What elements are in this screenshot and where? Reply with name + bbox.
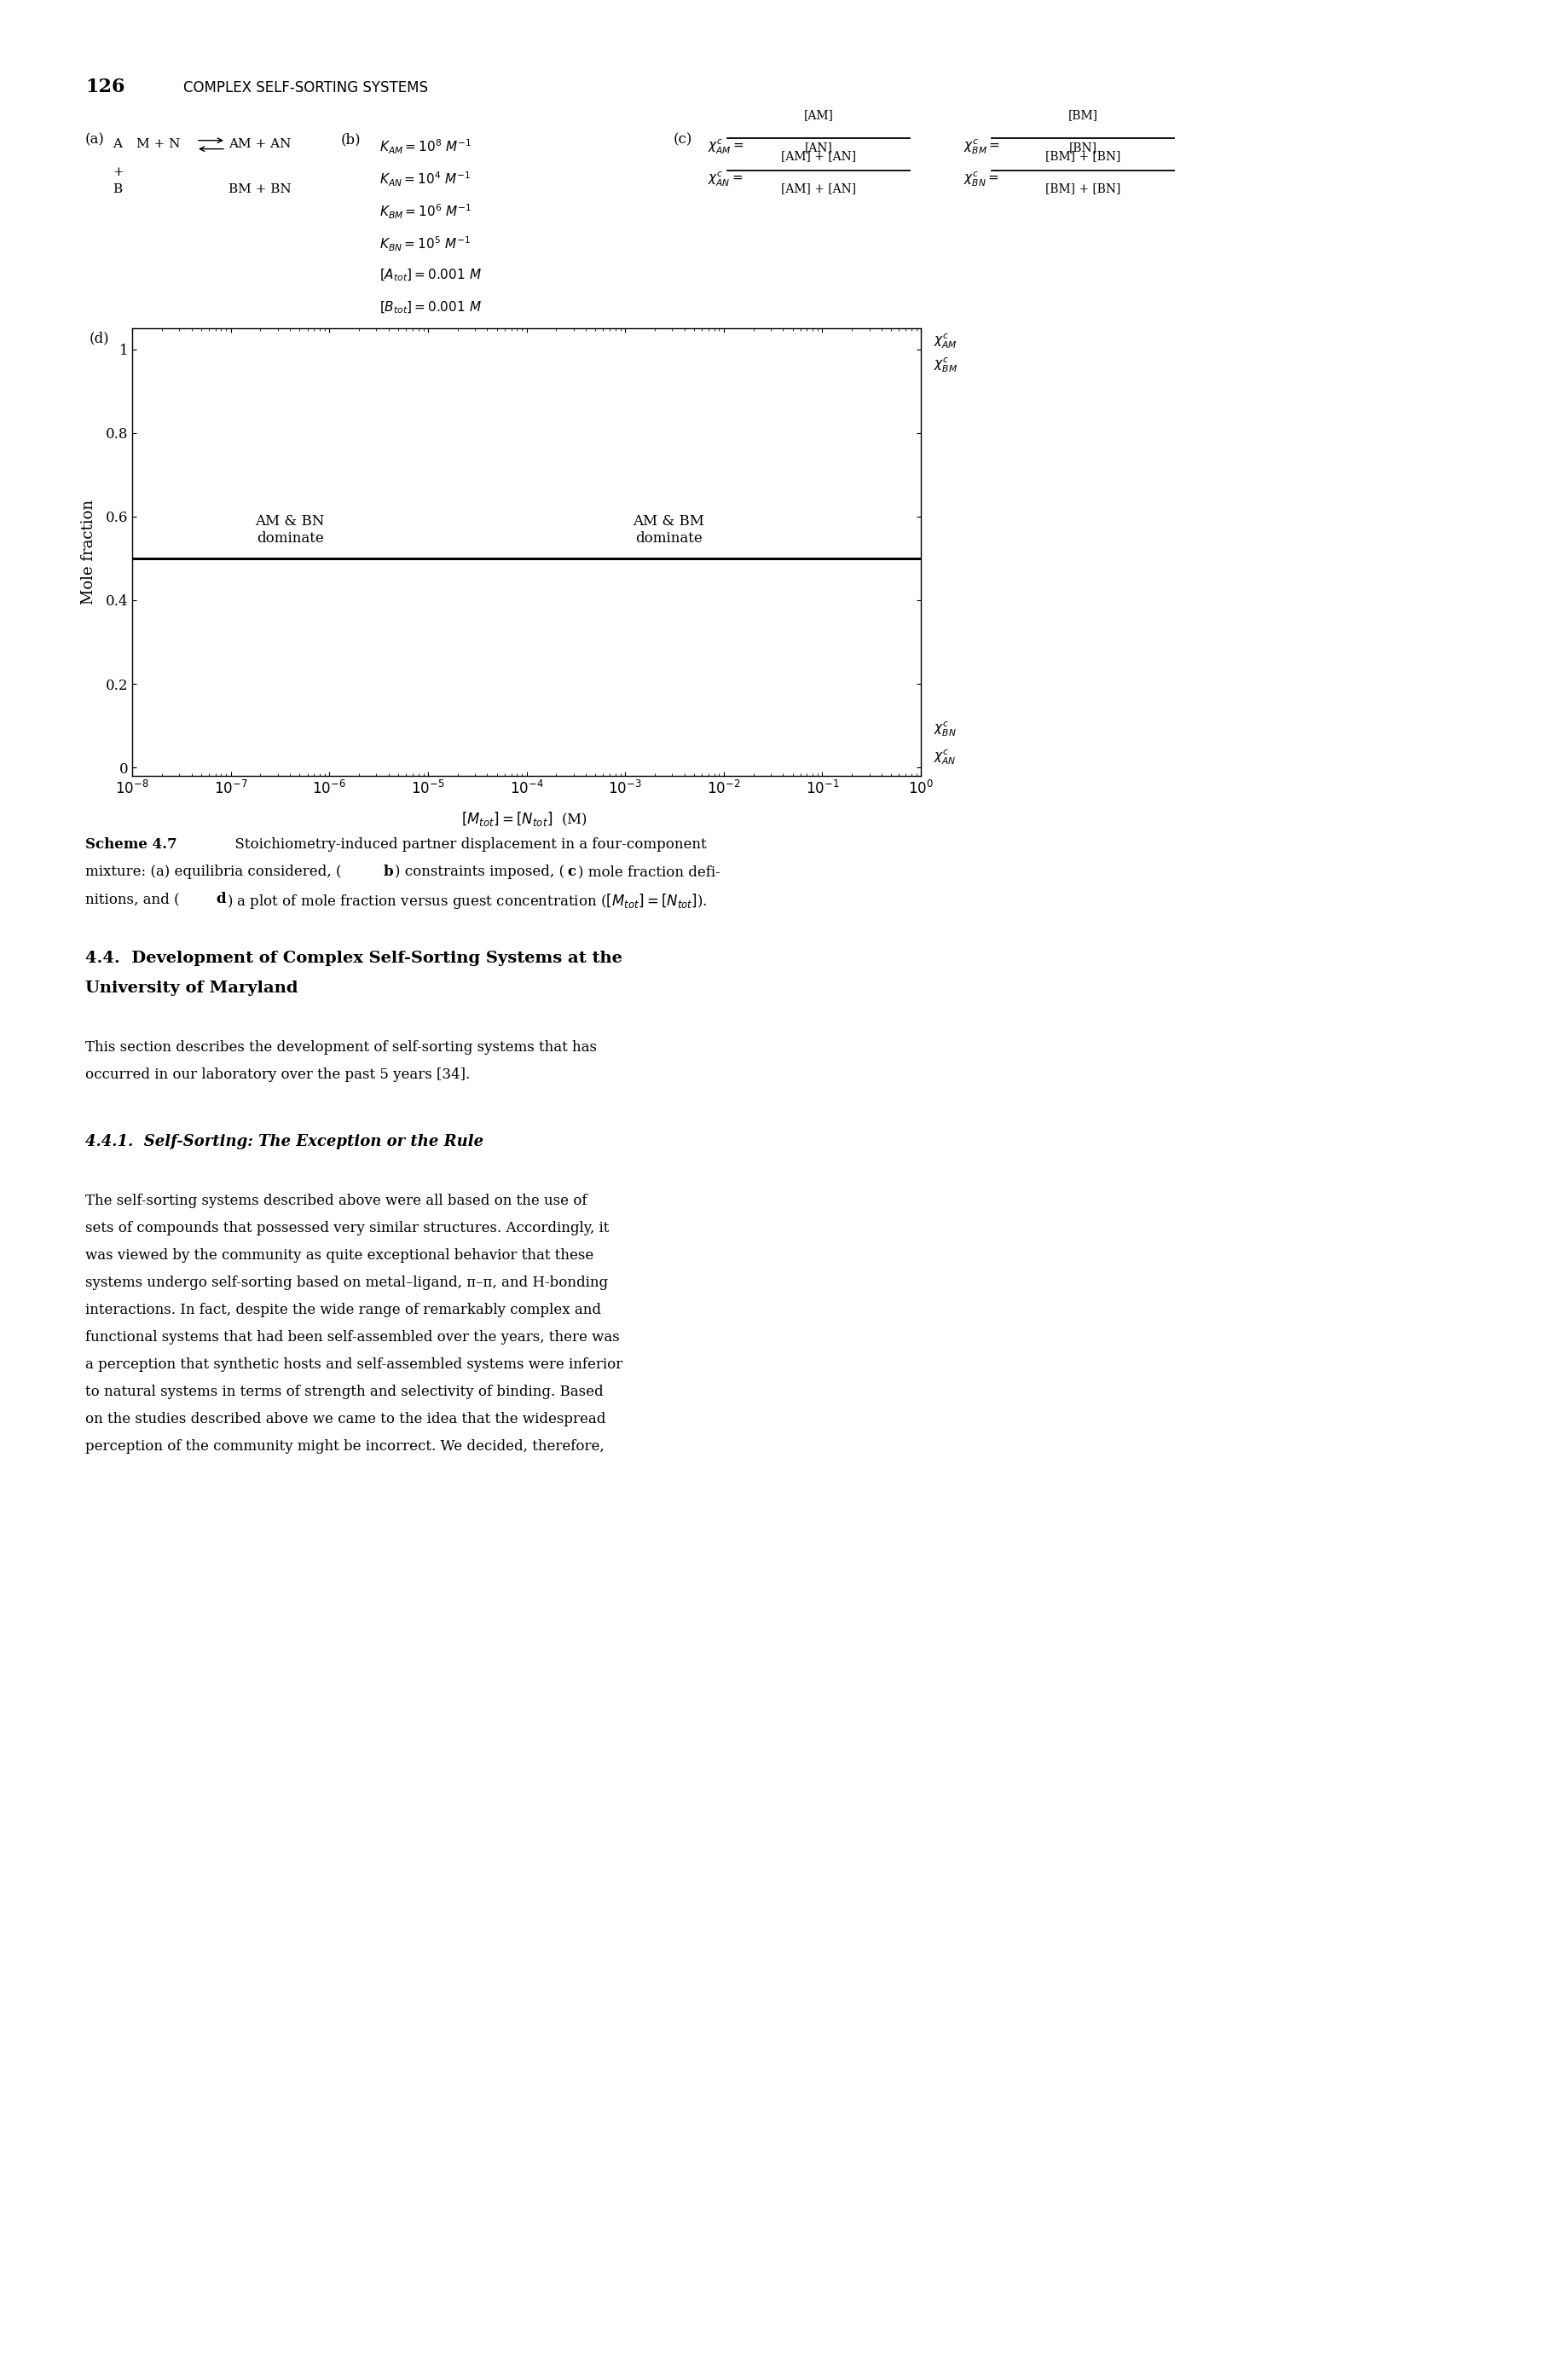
Text: ) constraints imposed, (: ) constraints imposed, ( — [395, 864, 564, 880]
Text: ) mole fraction defi-: ) mole fraction defi- — [577, 864, 720, 880]
Text: systems undergo self-sorting based on metal–ligand, π–π, and H-bonding: systems undergo self-sorting based on me… — [85, 1275, 608, 1289]
Text: A: A — [113, 137, 122, 149]
Text: [BN]: [BN] — [1068, 142, 1096, 154]
Text: $K_{AM} = 10^8\ M^{-1}$: $K_{AM} = 10^8\ M^{-1}$ — [379, 137, 472, 156]
Text: (a): (a) — [85, 132, 105, 147]
Text: $\chi^c_{AM}=$: $\chi^c_{AM}=$ — [707, 137, 743, 156]
Text: This section describes the development of self-sorting systems that has: This section describes the development o… — [85, 1041, 596, 1055]
Text: $\chi^c_{BM}$: $\chi^c_{BM}$ — [933, 357, 956, 374]
Text: was viewed by the community as quite exceptional behavior that these: was viewed by the community as quite exc… — [85, 1249, 593, 1263]
Text: $\chi^c_{BN}=$: $\chi^c_{BN}=$ — [963, 170, 999, 189]
Text: +: + — [113, 166, 124, 177]
Text: $\chi^c_{AN}$: $\chi^c_{AN}$ — [933, 748, 956, 767]
Text: $[M_{tot}] = [N_{tot}]$  (M): $[M_{tot}] = [N_{tot}]$ (M) — [461, 809, 586, 828]
Text: AM & BN
dominate: AM & BN dominate — [256, 513, 325, 544]
Text: $\chi^c_{AN}=$: $\chi^c_{AN}=$ — [707, 170, 743, 189]
Y-axis label: Mole fraction: Mole fraction — [80, 499, 96, 606]
Text: [AM] + [AN]: [AM] + [AN] — [781, 149, 856, 161]
Text: $\chi^c_{BM}=$: $\chi^c_{BM}=$ — [963, 137, 999, 156]
Text: 126: 126 — [85, 78, 125, 97]
Text: functional systems that had been self-assembled over the years, there was: functional systems that had been self-as… — [85, 1330, 619, 1344]
Text: (c): (c) — [673, 132, 693, 147]
Text: AM + AN: AM + AN — [229, 137, 292, 149]
Text: [BM]: [BM] — [1068, 109, 1098, 121]
Text: [AM] + [AN]: [AM] + [AN] — [781, 182, 856, 194]
Text: ) a plot of mole fraction versus guest concentration ($[M_{tot}] = [N_{tot}]$).: ) a plot of mole fraction versus guest c… — [227, 892, 707, 911]
Text: a perception that synthetic hosts and self-assembled systems were inferior: a perception that synthetic hosts and se… — [85, 1358, 622, 1372]
Text: Scheme 4.7: Scheme 4.7 — [85, 838, 177, 852]
Text: The self-sorting systems described above were all based on the use of: The self-sorting systems described above… — [85, 1195, 586, 1209]
Text: on the studies described above we came to the idea that the widespread: on the studies described above we came t… — [85, 1413, 605, 1427]
Text: interactions. In fact, despite the wide range of remarkably complex and: interactions. In fact, despite the wide … — [85, 1304, 601, 1318]
Text: AM & BM
dominate: AM & BM dominate — [632, 513, 704, 544]
Text: Stoichiometry-induced partner displacement in a four-component: Stoichiometry-induced partner displaceme… — [226, 838, 706, 852]
Text: mixture: (a) equilibria considered, (: mixture: (a) equilibria considered, ( — [85, 864, 342, 880]
Text: occurred in our laboratory over the past 5 years [34].: occurred in our laboratory over the past… — [85, 1067, 470, 1081]
Text: M + N: M + N — [136, 137, 180, 149]
Text: sets of compounds that possessed very similar structures. Accordingly, it: sets of compounds that possessed very si… — [85, 1221, 608, 1235]
Text: $K_{BM} = 10^6\ M^{-1}$: $K_{BM} = 10^6\ M^{-1}$ — [379, 203, 472, 220]
Text: $[A_{tot}] = 0.001\ M$: $[A_{tot}] = 0.001\ M$ — [379, 267, 481, 284]
Text: [BM] + [BN]: [BM] + [BN] — [1044, 182, 1120, 194]
Text: [AM]: [AM] — [803, 109, 833, 121]
Text: University of Maryland: University of Maryland — [85, 980, 298, 996]
Text: nitions, and (: nitions, and ( — [85, 892, 179, 906]
Text: (d): (d) — [89, 331, 110, 345]
Text: b: b — [384, 864, 394, 880]
Text: 4.4.  Development of Complex Self-Sorting Systems at the: 4.4. Development of Complex Self-Sorting… — [85, 951, 622, 965]
Text: 4.4.1.  Self-Sorting: The Exception or the Rule: 4.4.1. Self-Sorting: The Exception or th… — [85, 1133, 483, 1150]
Text: $K_{BN} = 10^5\ M^{-1}$: $K_{BN} = 10^5\ M^{-1}$ — [379, 234, 470, 253]
Text: $\chi^c_{BN}$: $\chi^c_{BN}$ — [933, 722, 956, 738]
Text: perception of the community might be incorrect. We decided, therefore,: perception of the community might be inc… — [85, 1439, 604, 1453]
Text: COMPLEX SELF-SORTING SYSTEMS: COMPLEX SELF-SORTING SYSTEMS — [183, 80, 428, 95]
Text: B: B — [113, 182, 122, 196]
Text: [AN]: [AN] — [804, 142, 833, 154]
Text: (b): (b) — [340, 132, 361, 147]
Text: [BM] + [BN]: [BM] + [BN] — [1044, 149, 1120, 161]
Text: $K_{AN} = 10^4\ M^{-1}$: $K_{AN} = 10^4\ M^{-1}$ — [379, 170, 470, 189]
Text: $[B_{tot}] = 0.001\ M$: $[B_{tot}] = 0.001\ M$ — [379, 300, 481, 315]
Text: to natural systems in terms of strength and selectivity of binding. Based: to natural systems in terms of strength … — [85, 1384, 604, 1398]
Text: d: d — [216, 892, 226, 906]
Text: BM + BN: BM + BN — [229, 182, 292, 196]
Text: c: c — [566, 864, 575, 880]
Text: $\chi^c_{AM}$: $\chi^c_{AM}$ — [933, 334, 956, 350]
